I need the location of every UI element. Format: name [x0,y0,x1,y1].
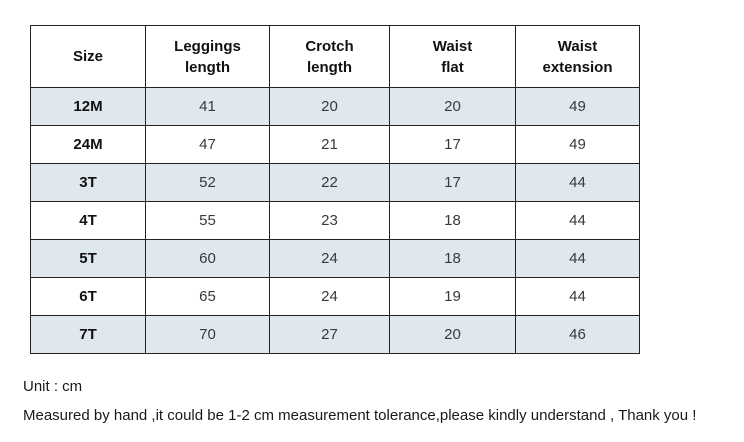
column-header-waist-flat: Waist flat [389,25,516,88]
value-cell: 44 [515,277,640,316]
table-row: 3T 52 22 17 44 [30,163,640,202]
value-cell: 18 [389,239,516,278]
tolerance-note: Measured by hand ,it could be 1-2 cm mea… [23,407,697,424]
value-cell: 17 [389,125,516,164]
size-cell: 5T [30,239,146,278]
value-cell: 23 [269,201,390,240]
column-header-leggings-length: Leggings length [145,25,270,88]
size-cell: 12M [30,87,146,126]
value-cell: 52 [145,163,270,202]
size-cell: 6T [30,277,146,316]
value-cell: 49 [515,125,640,164]
value-cell: 47 [145,125,270,164]
value-cell: 44 [515,201,640,240]
unit-note: Unit : cm [23,378,83,395]
table-row: 6T 65 24 19 44 [30,277,640,316]
value-cell: 60 [145,239,270,278]
size-cell: 7T [30,315,146,354]
size-cell: 24M [30,125,146,164]
header-row: Size Leggings length Crotch length Waist… [30,25,640,88]
value-cell: 70 [145,315,270,354]
value-cell: 46 [515,315,640,354]
table-row: 5T 60 24 18 44 [30,239,640,278]
value-cell: 20 [389,315,516,354]
value-cell: 65 [145,277,270,316]
value-cell: 21 [269,125,390,164]
value-cell: 44 [515,163,640,202]
value-cell: 49 [515,87,640,126]
size-cell: 3T [30,163,146,202]
value-cell: 18 [389,201,516,240]
value-cell: 22 [269,163,390,202]
value-cell: 27 [269,315,390,354]
value-cell: 24 [269,277,390,316]
table-row: 7T 70 27 20 46 [30,315,640,354]
value-cell: 20 [389,87,516,126]
column-header-waist-extension: Waist extension [515,25,640,88]
column-header-size: Size [30,25,146,88]
value-cell: 24 [269,239,390,278]
size-chart-table: Size Leggings length Crotch length Waist… [30,25,640,354]
value-cell: 17 [389,163,516,202]
column-header-crotch-length: Crotch length [269,25,390,88]
value-cell: 41 [145,87,270,126]
table-row: 24M 47 21 17 49 [30,125,640,164]
value-cell: 20 [269,87,390,126]
size-cell: 4T [30,201,146,240]
value-cell: 44 [515,239,640,278]
table-row: 4T 55 23 18 44 [30,201,640,240]
value-cell: 55 [145,201,270,240]
value-cell: 19 [389,277,516,316]
table-row: 12M 41 20 20 49 [30,87,640,126]
